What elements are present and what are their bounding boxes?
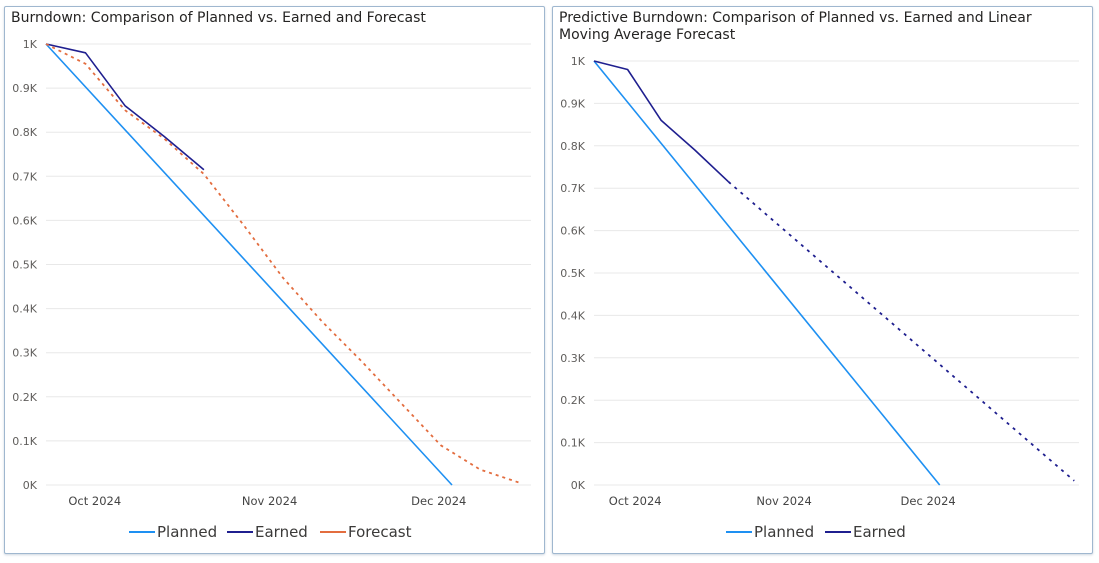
- y-tick-label: 0.9K: [12, 82, 37, 95]
- x-tick-label: Dec 2024: [901, 494, 956, 508]
- x-tick-label: Nov 2024: [756, 494, 811, 508]
- legend-item-earned[interactable]: Earned: [227, 523, 308, 541]
- y-tick-label: 0.4K: [560, 309, 585, 322]
- y-tick-label: 0.2K: [560, 394, 585, 407]
- x-tick-label: Oct 2024: [609, 494, 662, 508]
- y-tick-label: 0.4K: [12, 303, 37, 316]
- y-tick-label: 0.6K: [560, 225, 585, 238]
- y-tick-label: 0.1K: [12, 435, 37, 448]
- series-line-earned[interactable]: [45, 43, 205, 171]
- legend-item-planned[interactable]: Planned: [129, 523, 217, 541]
- series-line-forecast[interactable]: [45, 43, 520, 484]
- predictive-burndown-chart: 0K 0.1K 0.2K 0.3K 0.4K 0.5K 0.6K 0.7K 0.8K 0.9K 1K…: [560, 55, 1079, 541]
- legend-item-planned[interactable]: Planned: [726, 523, 814, 541]
- x-tick-label: Nov 2024: [242, 494, 297, 508]
- legend-item-forecast[interactable]: Forecast: [320, 523, 412, 541]
- legend-label: Planned: [754, 523, 814, 541]
- legend-label: Earned: [255, 523, 308, 541]
- legend-label: Forecast: [348, 523, 412, 541]
- predictive-burndown-chart-panel[interactable]: Predictive Burndown: Comparison of Plann…: [552, 6, 1093, 554]
- y-tick-label: 1K: [571, 55, 586, 68]
- y-tick-label: 0.9K: [560, 97, 585, 110]
- y-tick-label: 0.8K: [560, 140, 585, 153]
- y-tick-label: 0.7K: [560, 182, 585, 195]
- legend: Planned Earned: [726, 523, 906, 541]
- y-tick-label: 0.1K: [560, 437, 585, 450]
- legend-item-earned[interactable]: Earned: [825, 523, 906, 541]
- y-tick-label: 0.2K: [12, 391, 37, 404]
- series-line-earned[interactable]: [593, 60, 730, 183]
- series-line-earned-forecast[interactable]: [727, 181, 1075, 482]
- legend-label: Earned: [853, 523, 906, 541]
- y-tick-label: 0K: [23, 479, 38, 492]
- y-tick-label: 0.6K: [12, 214, 37, 227]
- gridlines: [594, 60, 1079, 486]
- x-tick-label: Dec 2024: [411, 494, 466, 508]
- series-line-planned[interactable]: [45, 43, 453, 486]
- gridlines: [46, 43, 531, 486]
- legend: Planned Earned Forecast: [129, 523, 412, 541]
- y-tick-label: 0.7K: [12, 170, 37, 183]
- y-tick-label: 0.3K: [12, 347, 37, 360]
- y-tick-label: 0.5K: [12, 259, 37, 272]
- x-tick-label: Oct 2024: [68, 494, 121, 508]
- burndown-chart: 0K 0.1K 0.2K 0.3K 0.4K 0.5K 0.6K 0.7K 0.8K 0.9K 1K…: [12, 38, 531, 541]
- y-tick-label: 0K: [571, 479, 586, 492]
- y-tick-label: 0.5K: [560, 267, 585, 280]
- legend-label: Planned: [157, 523, 217, 541]
- burndown-chart-panel[interactable]: Burndown: Comparison of Planned vs. Earn…: [4, 6, 545, 554]
- y-tick-label: 0.8K: [12, 126, 37, 139]
- chart-title: Predictive Burndown: Comparison of Plann…: [559, 10, 1032, 43]
- y-tick-label: 1K: [23, 38, 38, 51]
- y-tick-label: 0.3K: [560, 352, 585, 365]
- series-line-planned[interactable]: [593, 60, 941, 486]
- chart-title: Burndown: Comparison of Planned vs. Earn…: [11, 10, 426, 26]
